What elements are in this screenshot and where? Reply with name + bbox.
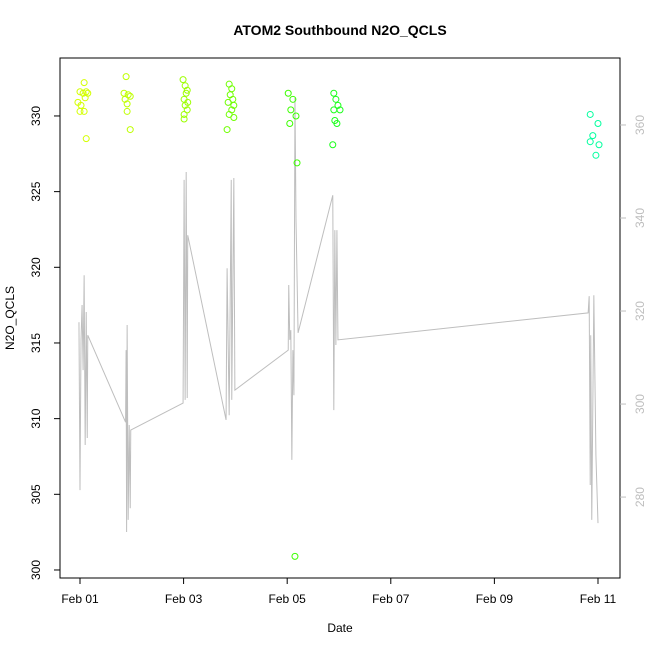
- point: [223, 126, 231, 134]
- x-tick-label: Feb 05: [269, 592, 307, 606]
- point: [332, 95, 340, 103]
- x-tick-label: Feb 07: [372, 592, 410, 606]
- point: [230, 113, 238, 121]
- point: [225, 80, 233, 88]
- point: [292, 112, 300, 120]
- point: [81, 94, 89, 102]
- y2-tick-label: 300: [633, 394, 647, 414]
- plot-frame: [59, 57, 621, 579]
- point: [594, 120, 602, 128]
- y2-tick-label: 280: [633, 487, 647, 507]
- point: [123, 100, 131, 108]
- y-tick-label: 310: [29, 408, 43, 428]
- x-axis-label: Date: [327, 621, 353, 635]
- point: [80, 107, 88, 115]
- point: [330, 89, 338, 97]
- point: [181, 101, 189, 109]
- point: [330, 106, 338, 114]
- point: [183, 86, 191, 94]
- point: [126, 126, 134, 134]
- y2-tick-label: 360: [633, 115, 647, 135]
- y2-tick-label: 320: [633, 301, 647, 321]
- point: [333, 120, 341, 128]
- line: [78, 97, 599, 532]
- point: [293, 159, 301, 167]
- point: [122, 73, 130, 81]
- point: [80, 79, 88, 87]
- point: [334, 101, 342, 109]
- point: [182, 89, 190, 97]
- point: [336, 106, 344, 114]
- y-tick-label: 300: [29, 560, 43, 580]
- chart-title: ATOM2 Southbound N2O_QCLS: [233, 22, 446, 38]
- point: [228, 85, 236, 93]
- x-tick-label: Feb 03: [165, 592, 203, 606]
- x-tick-label: Feb 11: [580, 592, 617, 606]
- point: [230, 101, 238, 109]
- point: [586, 110, 594, 118]
- point: [291, 552, 299, 560]
- y-tick-label: 330: [29, 106, 43, 126]
- y2-tick-label: 340: [633, 208, 647, 228]
- point: [181, 82, 189, 90]
- y-tick-label: 320: [29, 257, 43, 277]
- x-tick-label: Feb 09: [476, 592, 514, 606]
- point: [123, 107, 131, 115]
- point: [589, 132, 597, 140]
- point: [592, 151, 600, 159]
- point: [226, 91, 234, 99]
- point: [180, 110, 188, 118]
- y-tick-label: 305: [29, 484, 43, 504]
- point: [287, 106, 295, 114]
- x-tick-label: Feb 01: [61, 592, 99, 606]
- point: [286, 120, 294, 128]
- point: [82, 135, 90, 143]
- y-tick-label: 325: [29, 181, 43, 201]
- point: [224, 98, 232, 106]
- point: [121, 95, 129, 103]
- point: [289, 95, 297, 103]
- y-tick-label: 315: [29, 333, 43, 353]
- point: [595, 141, 603, 149]
- y-axis-label: N2O_QCLS: [3, 286, 17, 350]
- point: [76, 107, 84, 115]
- point: [284, 89, 292, 97]
- point: [179, 76, 187, 84]
- point: [329, 141, 337, 149]
- point: [180, 115, 188, 123]
- point: [126, 92, 134, 100]
- point: [586, 138, 594, 146]
